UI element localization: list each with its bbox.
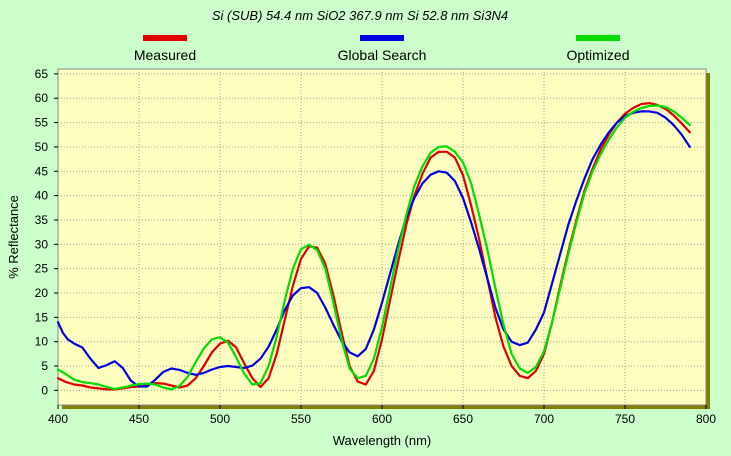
y-tick-label-20: 20	[35, 286, 49, 300]
y-tick-label-60: 60	[35, 91, 49, 105]
x-axis-label: Wavelength (nm)	[333, 433, 432, 448]
series-line-optimized	[56, 104, 691, 391]
legend-swatch-optimized	[576, 35, 620, 41]
x-tick-label-700: 700	[534, 412, 554, 426]
y-tick-label-35: 35	[35, 213, 49, 227]
series-layer	[56, 102, 691, 391]
x-tick-label-750: 750	[615, 412, 635, 426]
x-tick-label-800: 800	[696, 412, 716, 426]
x-tick-label-600: 600	[372, 412, 392, 426]
legend-swatch-measured	[143, 35, 187, 41]
y-tick-label-55: 55	[35, 116, 49, 130]
y-tick-label-10: 10	[35, 335, 49, 349]
y-tick-label-50: 50	[35, 140, 49, 154]
x-tick-label-450: 450	[129, 412, 149, 426]
legend: Measured Global Search Optimized	[134, 35, 630, 63]
legend-label-optimized: Optimized	[566, 47, 629, 63]
y-tick-label-45: 45	[35, 164, 49, 178]
legend-label-measured: Measured	[134, 47, 196, 63]
plot-frame	[57, 68, 710, 409]
y-tick-label-5: 5	[41, 359, 48, 373]
x-tick-label-550: 550	[291, 412, 311, 426]
y-axis-label: % Reflectance	[6, 195, 21, 279]
y-tick-label-40: 40	[35, 189, 49, 203]
x-tick-label-650: 650	[453, 412, 473, 426]
legend-label-global-search: Global Search	[338, 47, 427, 63]
y-tick-label-30: 30	[35, 237, 49, 251]
x-tick-label-500: 500	[210, 412, 230, 426]
y-tick-label-25: 25	[35, 262, 49, 276]
x-axis-ticks: 400 450 500 550 600 650 700 750 800	[48, 405, 716, 426]
y-axis-ticks: 0 5 10 15 20 25 30 35 40 45 50 55 60 65	[35, 67, 58, 397]
x-tick-label-400: 400	[48, 412, 68, 426]
series-line-global-search	[56, 110, 691, 388]
chart-title: Si (SUB) 54.4 nm SiO2 367.9 nm Si 52.8 n…	[212, 8, 508, 23]
legend-swatch-global-search	[360, 35, 404, 41]
y-tick-label-0: 0	[41, 383, 48, 397]
y-tick-label-15: 15	[35, 310, 49, 324]
y-tick-label-65: 65	[35, 67, 49, 81]
